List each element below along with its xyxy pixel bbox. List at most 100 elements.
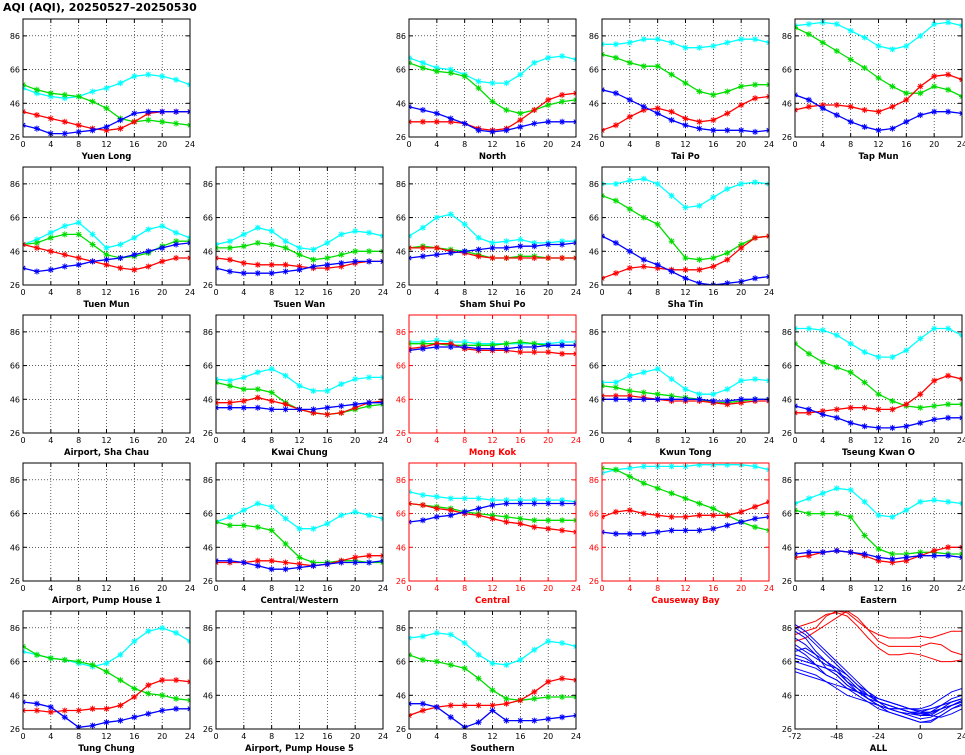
station-label: Central/Western (260, 596, 338, 606)
data-point (945, 108, 952, 115)
data-point (131, 266, 138, 273)
data-point (805, 406, 812, 413)
data-point (640, 369, 647, 376)
x-tick-label: 0 (213, 584, 218, 593)
station-label: Sha Tin (668, 300, 704, 310)
panel-kwun-tong: 0 4 8 12 16 20 24 26 46 66 86 Kwun Tong (589, 314, 774, 458)
y-tick-label: 26 (782, 133, 792, 142)
data-point (626, 387, 633, 394)
data-point (310, 562, 317, 569)
data-point (310, 246, 317, 253)
data-point (47, 90, 54, 97)
data-point (517, 717, 524, 724)
data-point (861, 423, 868, 430)
data-point (324, 520, 331, 527)
y-tick-label: 26 (589, 429, 599, 438)
data-point (752, 524, 759, 531)
data-point (682, 122, 689, 129)
data-point (833, 510, 840, 517)
data-point (33, 700, 40, 707)
data-point (752, 275, 759, 282)
data-point (75, 231, 82, 238)
x-tick-label: 20 (543, 584, 553, 593)
data-point (559, 255, 566, 261)
data-point (710, 391, 717, 398)
x-tick-label: 20 (736, 288, 746, 297)
data-point (489, 660, 496, 667)
data-point (545, 694, 552, 700)
data-point (447, 702, 454, 709)
plot-area (602, 315, 769, 433)
data-point (559, 238, 566, 245)
x-tick-label: 12 (873, 140, 883, 149)
x-tick-label: 8 (655, 288, 660, 297)
station-label: Tseung Kwan O (842, 448, 915, 458)
station-label: Kwun Tong (659, 448, 711, 458)
data-point (419, 244, 426, 251)
data-point (145, 690, 152, 697)
data-point (254, 562, 261, 569)
x-tick-label: 20 (157, 436, 167, 445)
data-point (240, 270, 247, 277)
data-point (282, 401, 289, 408)
data-point (889, 354, 896, 361)
data-point (531, 255, 538, 261)
data-point (889, 559, 896, 566)
data-point (805, 495, 812, 502)
data-point (559, 241, 566, 248)
x-tick-label: 16 (129, 584, 139, 593)
x-tick-label: 20 (350, 584, 360, 593)
panel-airport-pump-house-1: 0 4 8 12 16 20 24 26 46 66 86 Airport, Pump House 1 (10, 462, 195, 606)
panel-all: -72 -48 -24 0 24 26 46 66 86 ALL (782, 610, 965, 754)
data-point (159, 692, 166, 699)
plot-area (409, 463, 576, 581)
data-point (433, 64, 440, 71)
data-point (833, 112, 840, 119)
data-point (461, 120, 468, 127)
station-label: Central (475, 596, 510, 606)
y-tick-label: 26 (589, 577, 599, 586)
y-tick-label: 26 (396, 725, 406, 734)
data-point (268, 398, 275, 404)
x-tick-label: 0 (792, 140, 797, 149)
data-point (489, 239, 496, 246)
x-tick-label: 0 (599, 288, 604, 297)
station-label: Eastern (860, 596, 897, 606)
data-point (531, 646, 538, 653)
station-label: North (479, 152, 506, 162)
data-point (352, 376, 359, 383)
panel-tsuen-wan: 0 4 8 12 16 20 24 26 46 66 86 Tsuen Wan (203, 166, 388, 310)
data-point (226, 244, 233, 251)
data-point (489, 707, 496, 714)
data-point (503, 345, 510, 352)
data-point (626, 206, 633, 213)
x-tick-label: 0 (599, 584, 604, 593)
x-tick-label: 4 (241, 288, 246, 297)
data-point (131, 110, 138, 117)
data-point (268, 566, 275, 573)
data-point (889, 424, 896, 431)
data-point (640, 396, 647, 403)
data-point (931, 497, 938, 504)
y-tick-label: 26 (10, 725, 20, 734)
data-point (724, 127, 731, 134)
data-point (654, 36, 661, 43)
x-tick-label: 8 (462, 584, 467, 593)
data-point (324, 255, 331, 261)
data-point (75, 658, 82, 665)
data-point (503, 700, 510, 707)
data-point (226, 238, 233, 245)
data-point (917, 32, 924, 39)
data-point (131, 118, 138, 125)
y-tick-label: 66 (589, 362, 599, 371)
x-tick-label: 0 (213, 288, 218, 297)
data-point (545, 638, 552, 645)
data-point (47, 234, 54, 241)
data-point (710, 194, 717, 201)
data-point (517, 243, 524, 250)
x-tick-label: 24 (764, 436, 774, 445)
data-point (752, 81, 759, 88)
data-point (668, 268, 675, 275)
data-point (89, 705, 96, 712)
data-point (847, 404, 854, 411)
